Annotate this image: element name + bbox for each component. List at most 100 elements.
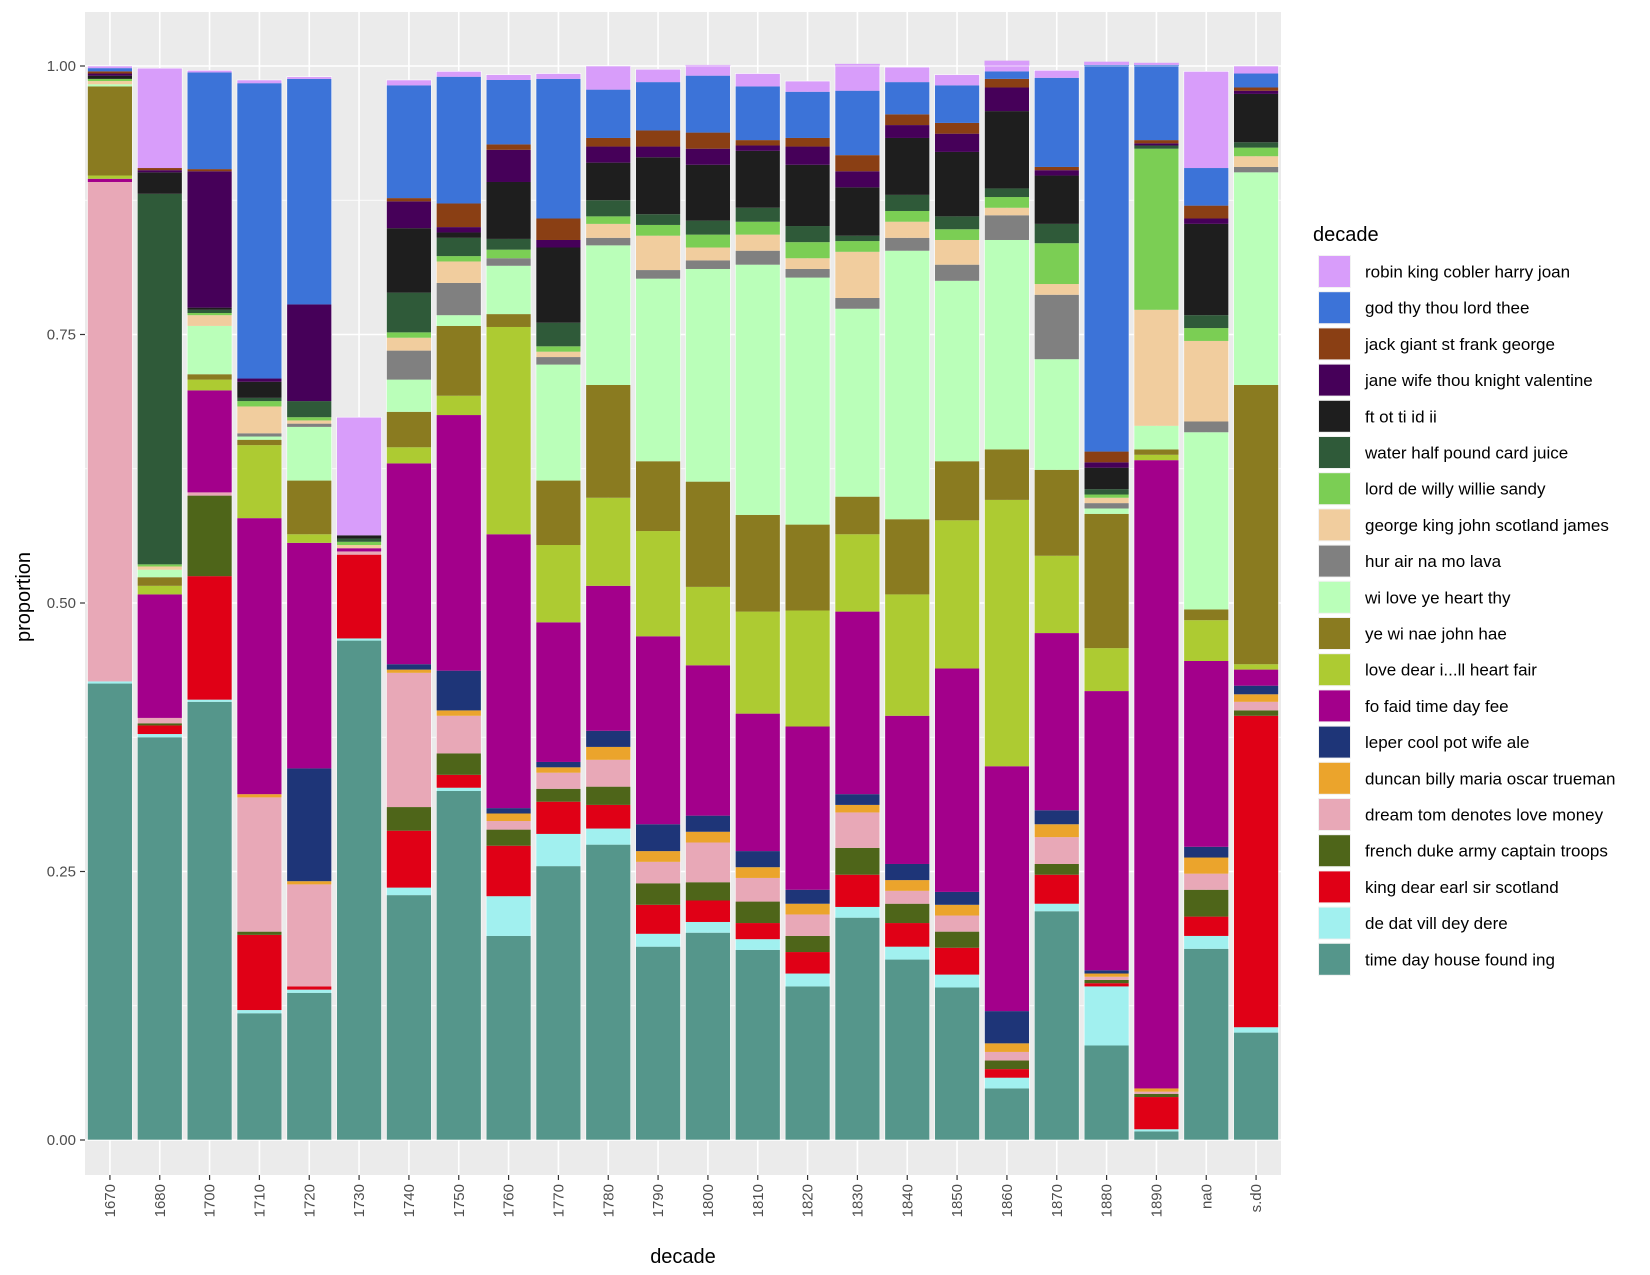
bar-segment <box>735 611 781 714</box>
bar-segment <box>884 959 930 1140</box>
bar-segment <box>635 861 681 884</box>
bar-segment <box>884 82 930 115</box>
bar-segment <box>735 234 781 251</box>
bar-segment <box>486 249 532 259</box>
bar-segment <box>934 987 980 1140</box>
bar-segment <box>585 223 631 238</box>
legend-label: de dat vill dey dere <box>1365 914 1508 933</box>
bar-segment <box>1034 863 1080 875</box>
legend-label: lord de willy willie sandy <box>1365 480 1546 499</box>
bar-segment <box>984 499 1030 767</box>
bar-segment <box>286 881 332 885</box>
bar-segment <box>386 672 432 808</box>
x-tick-label: s.d0 <box>1248 1184 1265 1212</box>
legend-swatch <box>1319 509 1350 541</box>
bar-segment <box>1034 555 1080 634</box>
bar-segment <box>834 794 880 805</box>
bar-segment <box>1133 62 1179 65</box>
x-axis: 1670 1680 1700 1710 1720 1730 1740 1750 1760 1770… <box>102 1175 1265 1217</box>
bar-segment <box>436 256 482 262</box>
bar-segment <box>834 241 880 252</box>
bar-segment <box>785 226 831 243</box>
bar-segment <box>87 181 133 682</box>
bar-segment <box>286 542 332 769</box>
bar-segment <box>386 895 432 1140</box>
bar-segment <box>486 144 532 150</box>
bar-segment <box>386 447 432 464</box>
bar-segment <box>336 554 382 639</box>
bar-segment <box>635 883 681 905</box>
bar-segment <box>436 715 482 754</box>
x-tick-label: 1730 <box>351 1184 368 1217</box>
bar-outline <box>784 80 831 1141</box>
bar-segment <box>635 851 681 862</box>
bar-segment <box>635 157 681 215</box>
bar-segment <box>685 815 731 832</box>
bar-segment <box>1133 148 1179 310</box>
x-tick-label: 1670 <box>102 1184 119 1217</box>
bar-segment <box>884 946 930 960</box>
bar-segment <box>1233 664 1279 670</box>
bar-segment <box>1084 489 1130 495</box>
bar-segment <box>785 146 831 165</box>
bar-outline <box>236 79 283 1141</box>
bar-segment <box>785 277 831 525</box>
bar-segment <box>735 851 781 868</box>
bar-segment <box>1183 660 1229 847</box>
bar-segment <box>386 664 432 670</box>
bar-segment <box>336 541 382 546</box>
bar-segment <box>187 313 233 316</box>
bar-segment <box>87 86 133 176</box>
bar-segment <box>735 145 781 151</box>
bar-segment <box>635 636 681 825</box>
bar-segment <box>1084 64 1130 452</box>
bar-segment <box>1084 691 1130 971</box>
bar-segment <box>137 193 183 565</box>
bar-segment <box>236 1010 282 1014</box>
bar-segment <box>735 140 781 146</box>
bar-segment <box>286 768 332 882</box>
bar-segment <box>685 148 731 165</box>
bar-segment <box>386 332 432 338</box>
bar-segment <box>1233 156 1279 167</box>
legend-title: decade <box>1313 224 1379 246</box>
bar-segment <box>984 1077 1030 1089</box>
bar-segment <box>1233 694 1279 702</box>
bar-segment <box>1183 846 1229 858</box>
legend-swatch <box>1319 437 1350 468</box>
bar-segment <box>137 717 183 724</box>
bar-segment <box>336 548 382 552</box>
bar-segment <box>1133 449 1179 455</box>
bar-segment <box>635 531 681 637</box>
bar-segment <box>1133 460 1179 1089</box>
bar-segment <box>236 381 282 398</box>
bar-segment <box>187 325 233 375</box>
bar-segment <box>785 81 831 92</box>
bar-segment <box>984 766 1030 1012</box>
bar-segment <box>1084 1045 1130 1140</box>
legend-label: hur air na mo lava <box>1365 552 1502 571</box>
bar-segment <box>436 232 482 238</box>
bar-segment <box>137 564 183 567</box>
bar-segment <box>386 85 432 199</box>
bar-segment <box>635 146 681 158</box>
bar-segment <box>386 807 432 831</box>
bar-segment <box>984 197 1030 208</box>
bar-segment <box>635 824 681 852</box>
bar-segment <box>934 668 980 892</box>
bar-segment <box>1084 983 1130 987</box>
x-tick-label: 1860 <box>999 1184 1016 1217</box>
bar-segment <box>884 125 930 138</box>
legend: decade robin king cobler harry joan god t… <box>1313 224 1615 976</box>
bar-segment <box>834 534 880 612</box>
bar-segment <box>187 379 233 391</box>
bar-segment <box>1084 494 1130 498</box>
bar-segment <box>635 946 681 1140</box>
bar-segment <box>535 218 581 240</box>
bar-segment <box>585 746 631 760</box>
legend-swatch <box>1319 292 1350 324</box>
bar-segment <box>137 170 183 173</box>
bar-segment <box>585 844 631 1140</box>
bar-segment <box>486 534 532 809</box>
